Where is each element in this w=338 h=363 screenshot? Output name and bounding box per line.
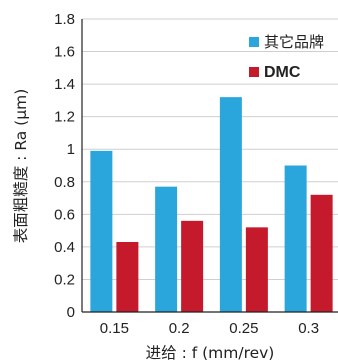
y-tick-label: 1.6 <box>54 44 75 61</box>
y-tick-label: 1.4 <box>54 76 75 93</box>
x-tick-label: 0.25 <box>229 320 258 337</box>
bar-other-brands <box>284 165 307 312</box>
y-tick-label: 0 <box>67 304 75 321</box>
x-tick-label: 0.15 <box>100 320 129 337</box>
x-axis-title: 进给 : f (mm/rev) <box>146 344 275 362</box>
legend-label-other-brands: 其它品牌 <box>264 33 324 51</box>
y-tick-label: 0.8 <box>54 174 75 191</box>
y-tick-label: 0.2 <box>54 271 75 288</box>
legend-swatch-dmc <box>249 67 259 77</box>
y-tick-label: 0.4 <box>54 239 75 256</box>
y-tick-labels: 0 0.2 0.4 0.6 0.8 1 1.2 1.4 1.6 1.8 <box>54 11 75 321</box>
bars <box>90 97 333 312</box>
bar-dmc <box>310 194 333 312</box>
legend-label-dmc: DMC <box>264 64 301 81</box>
y-tick-label: 1.8 <box>54 11 75 28</box>
x-tick-label: 0.2 <box>169 320 190 337</box>
x-tick-label: 0.3 <box>298 320 319 337</box>
legend-swatch-other-brands <box>249 37 259 47</box>
bar-dmc <box>245 227 268 312</box>
bar-dmc <box>116 242 139 312</box>
axes <box>81 19 338 313</box>
bar-other-brands <box>219 97 242 312</box>
bar-other-brands <box>90 150 113 312</box>
legend: 其它品牌 DMC <box>249 33 324 81</box>
y-tick-label: 1.2 <box>54 109 75 126</box>
y-axis-title: 表面粗糙度 : Ra (μm) <box>12 89 30 244</box>
y-tick-label: 1 <box>67 141 75 158</box>
bar-other-brands <box>155 186 178 312</box>
bar-dmc <box>181 220 204 312</box>
x-tick-labels: 0.15 0.2 0.25 0.3 <box>100 320 319 337</box>
y-tick-label: 0.6 <box>54 206 75 223</box>
